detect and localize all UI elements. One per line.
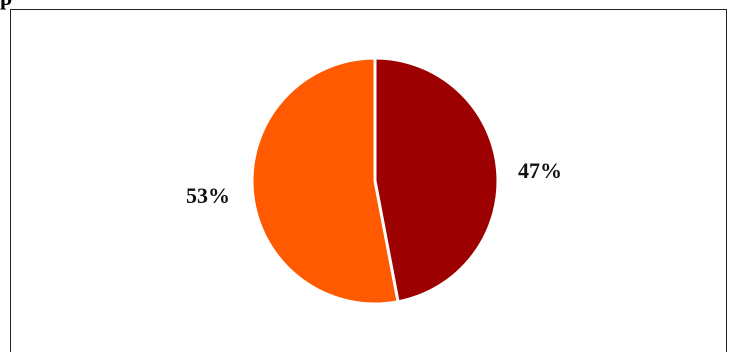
slice-label-53: 53% <box>186 183 230 208</box>
slice-label-47: 47% <box>518 158 562 183</box>
pie-slice-53 <box>250 56 400 306</box>
pie-slice-47 <box>373 56 500 304</box>
cropped-heading-fragment: p <box>0 0 200 10</box>
